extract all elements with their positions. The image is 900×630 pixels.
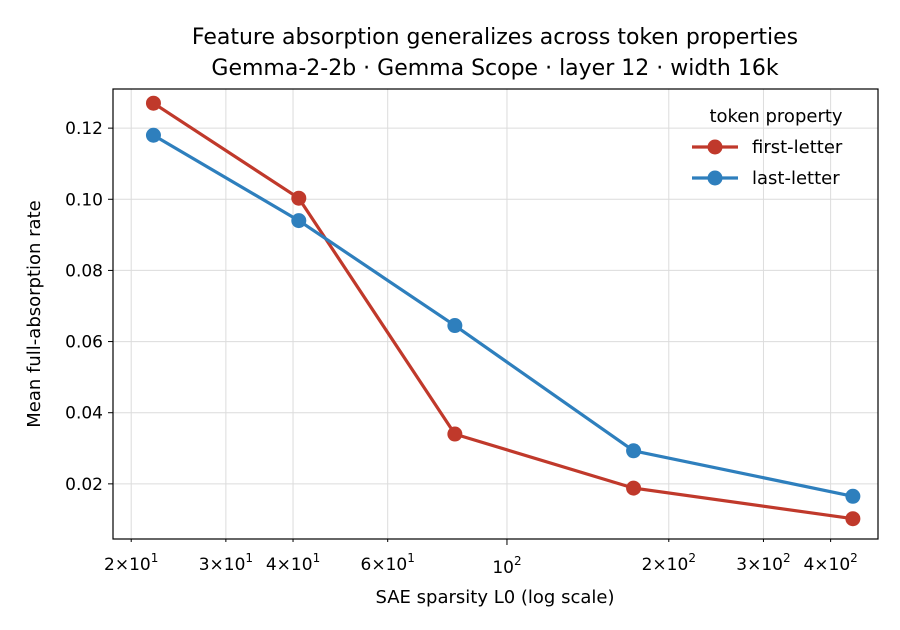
- data-point-first-letter: [626, 480, 642, 496]
- legend-marker-first-letter: [707, 139, 723, 155]
- y-axis-label: Mean full-absorption rate: [24, 200, 45, 427]
- chart-subtitle: Gemma-2-2b · Gemma Scope · layer 12 · wi…: [211, 56, 778, 81]
- y-tick-label: 0.04: [65, 404, 103, 424]
- plot-frame: [112, 88, 879, 540]
- legend-title: token property: [709, 106, 842, 127]
- grid-layer: [113, 89, 878, 539]
- x-tick-label-minor: 4×101: [266, 551, 320, 575]
- x-axis-label: SAE sparsity L0 (log scale): [375, 587, 614, 608]
- data-point-first-letter: [145, 95, 161, 111]
- x-tick-label-minor: 6×101: [361, 551, 415, 575]
- legend: token property first-letter last-letter: [692, 106, 843, 189]
- series-line-last-letter: [152, 133, 854, 498]
- x-tick-label-minor: 3×101: [199, 551, 253, 575]
- x-tick-label-minor: 4×102: [803, 551, 857, 575]
- data-point-last-letter: [145, 127, 161, 143]
- data-point-last-letter: [845, 488, 861, 504]
- legend-label-first-letter: first-letter: [752, 137, 843, 158]
- legend-label-last-letter: last-letter: [752, 168, 840, 189]
- data-point-first-letter: [291, 190, 307, 206]
- data-point-last-letter: [291, 213, 307, 229]
- series-first-letter: [145, 95, 861, 527]
- data-point-first-letter: [447, 426, 463, 442]
- legend-marker-last-letter: [707, 170, 723, 186]
- tick-layer: 0.02 0.04 0.06 0.08 0.10 0.12 2×101 3×101 4×101 6…: [65, 119, 858, 578]
- series-line-first-letter: [152, 101, 854, 521]
- data-point-first-letter: [845, 511, 861, 527]
- y-tick-label: 0.08: [65, 261, 103, 281]
- chart-title: Feature absorption generalizes across to…: [192, 25, 798, 50]
- data-point-last-letter: [626, 443, 642, 459]
- series-layer: [145, 95, 861, 527]
- x-tick-label-minor: 3×102: [736, 551, 790, 575]
- y-tick-label: 0.06: [65, 333, 103, 353]
- y-tick-label: 0.10: [65, 190, 103, 210]
- x-tick-label-minor: 2×102: [642, 551, 696, 575]
- x-tick-label-minor: 2×101: [104, 551, 158, 575]
- x-tick-label-major: 102: [492, 554, 521, 578]
- y-tick-label: 0.12: [65, 119, 103, 139]
- data-point-last-letter: [447, 318, 463, 334]
- y-tick-label: 0.02: [65, 475, 103, 495]
- series-last-letter: [145, 127, 861, 504]
